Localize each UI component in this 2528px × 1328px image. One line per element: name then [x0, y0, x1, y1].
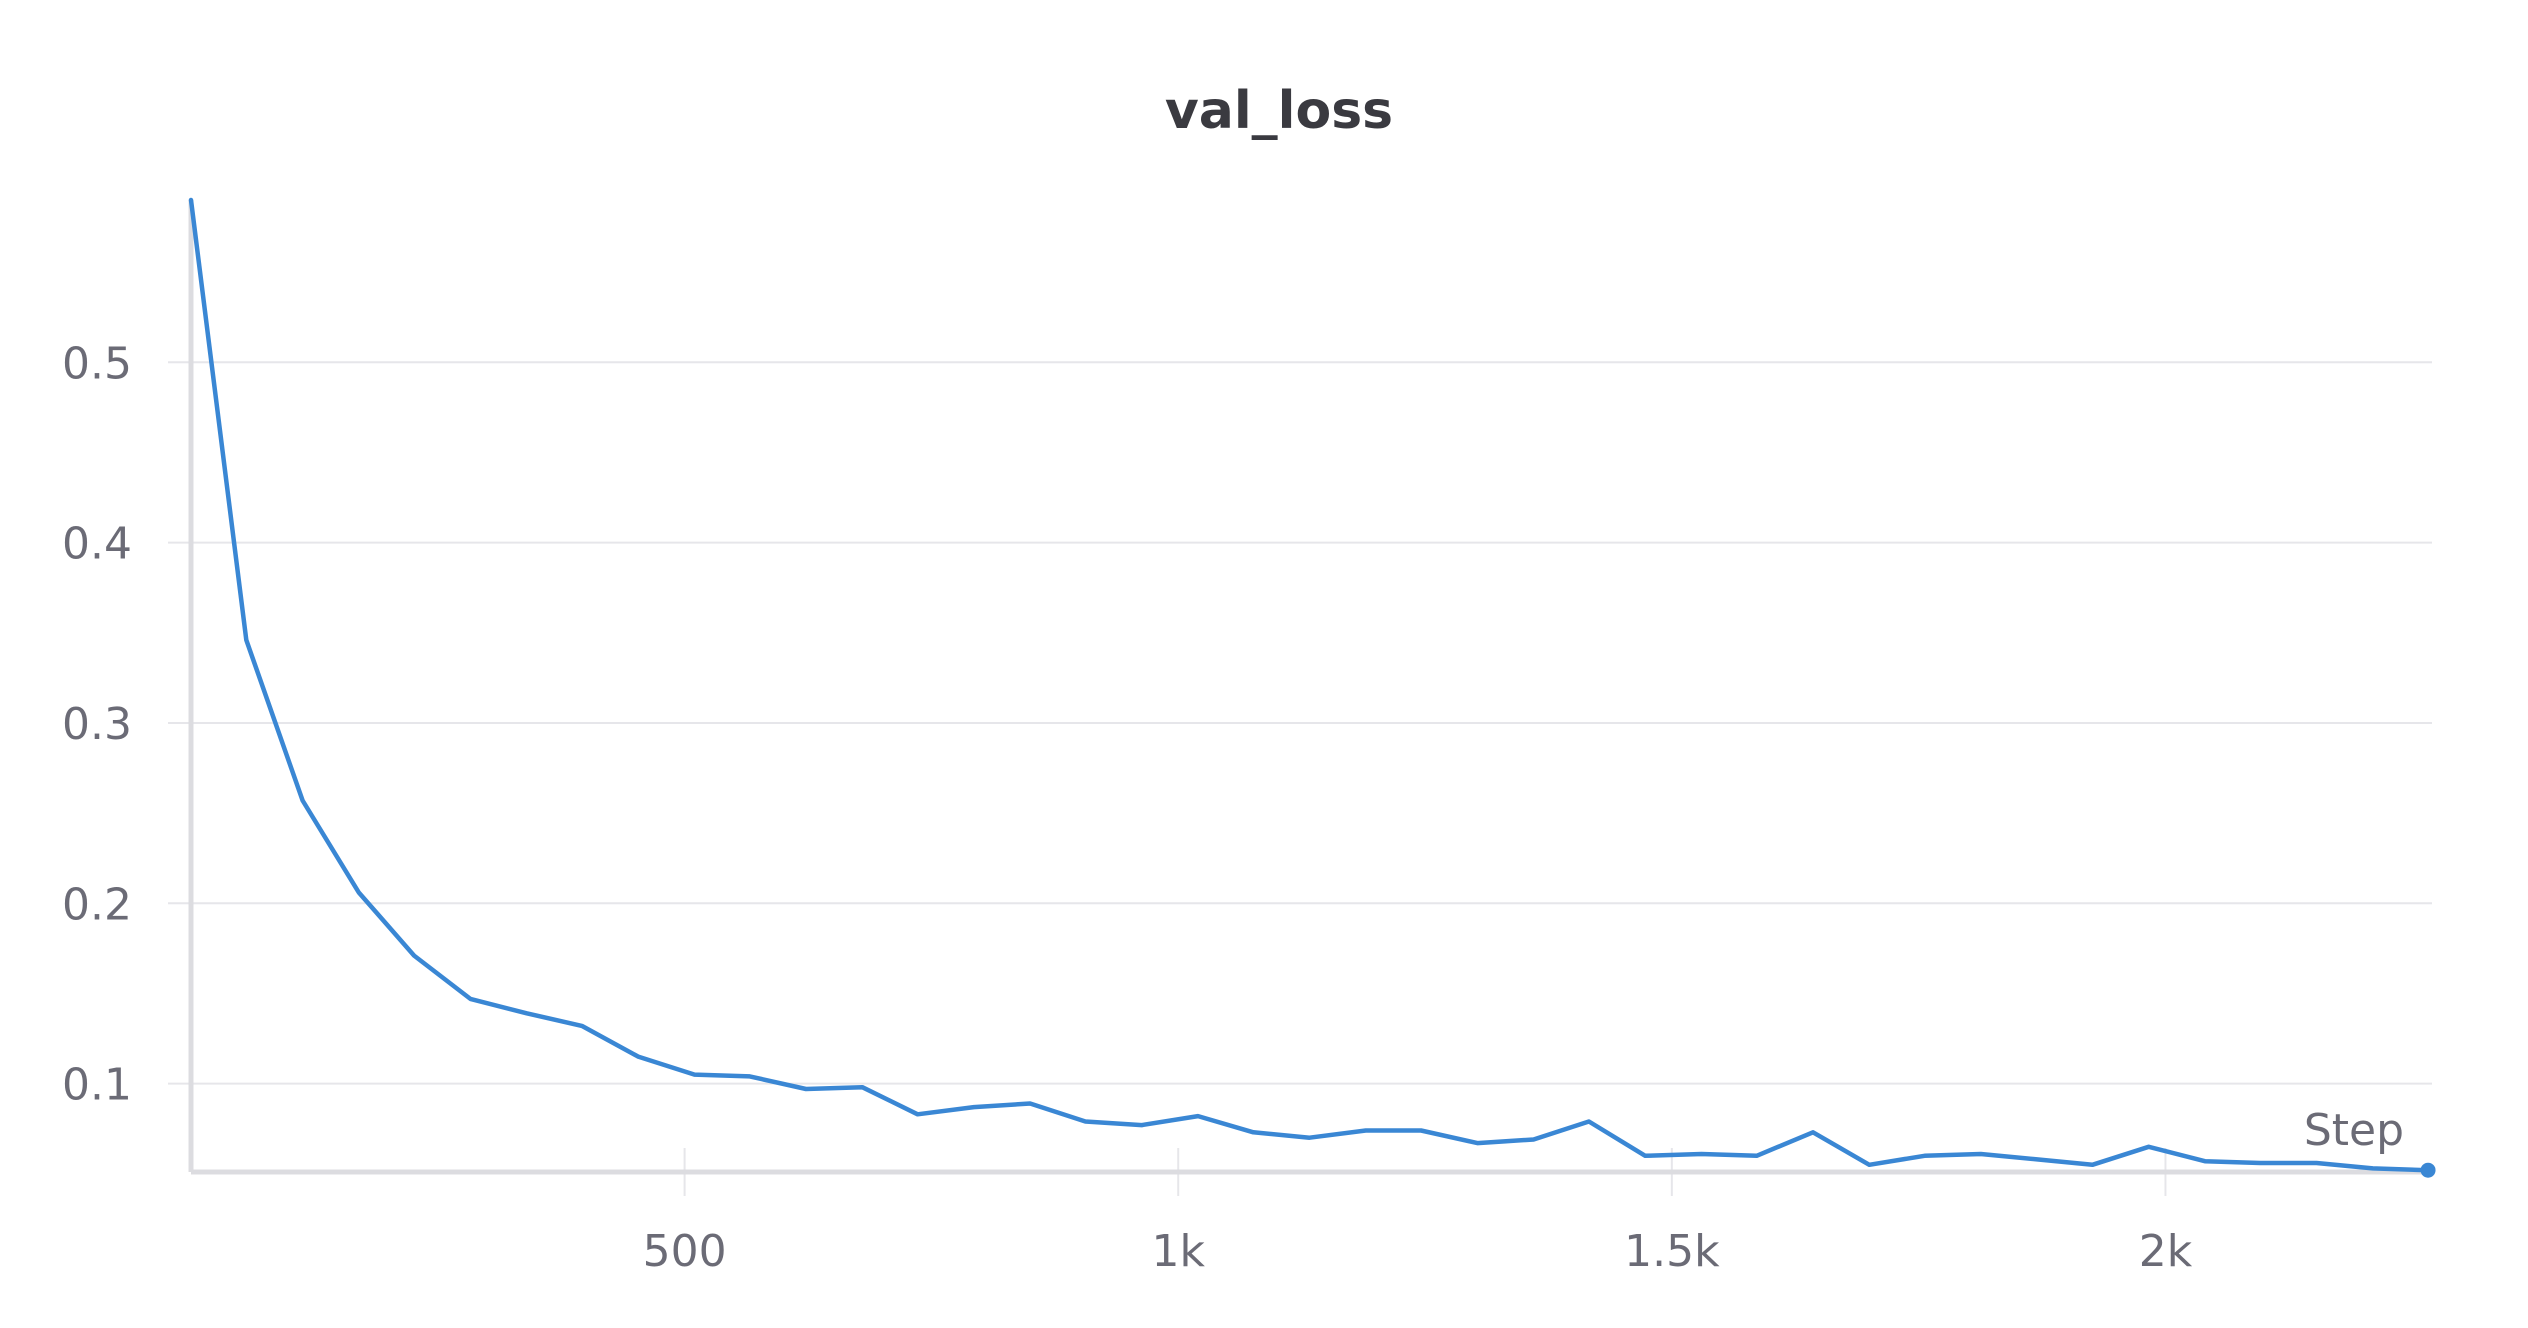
y-tick-label: 0.3 — [62, 699, 132, 750]
x-tick-label: 2k — [2139, 1226, 2193, 1277]
y-tick-label: 0.1 — [62, 1060, 132, 1111]
x-tick-label: 500 — [643, 1226, 727, 1277]
x-axis-label: Step — [2304, 1105, 2404, 1156]
chart-title: val_loss — [1165, 81, 1393, 141]
series-end-point — [2420, 1162, 2436, 1178]
series-line — [188, 197, 2431, 1173]
y-tick-label: 0.4 — [62, 519, 132, 570]
tick-labels: 0.1 0.2 0.3 0.4 0.5 500 1k 1.5k 2k — [62, 338, 2193, 1277]
y-tick-label: 0.5 — [62, 338, 132, 389]
y-tick-label: 0.2 — [62, 879, 132, 930]
axes — [188, 200, 2432, 1196]
x-tick-label: 1.5k — [1624, 1226, 1720, 1277]
series-layer — [188, 197, 2436, 1178]
x-tick-label: 1k — [1151, 1226, 1205, 1277]
grid-lines — [168, 361, 2432, 1085]
